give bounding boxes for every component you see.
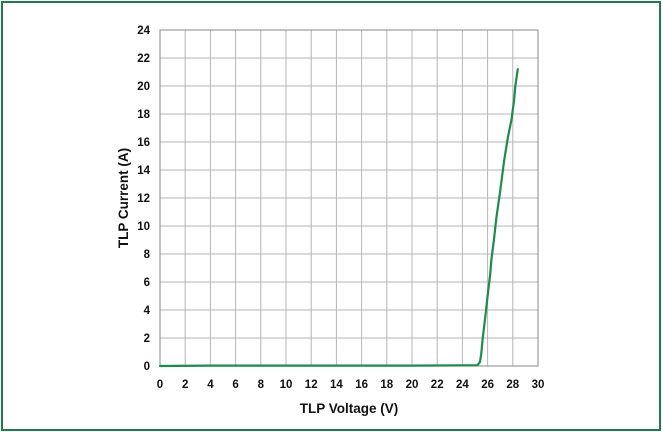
y-tick-label: 2 <box>144 333 150 345</box>
y-tick-label: 22 <box>137 53 150 65</box>
y-tick-label: 0 <box>144 361 150 373</box>
x-tick-label: 10 <box>280 379 293 391</box>
y-tick-label: 14 <box>137 165 150 177</box>
x-axis-ticks: 0 2 4 6 8 10 12 14 16 18 20 22 24 26 28 30 <box>157 379 545 391</box>
x-axis-title: TLP Voltage (V) <box>300 401 399 416</box>
x-tick-label: 18 <box>380 379 393 391</box>
x-tick-label: 14 <box>330 379 343 391</box>
x-tick-label: 4 <box>207 379 214 391</box>
x-tick-label: 20 <box>406 379 419 391</box>
x-tick-label: 0 <box>157 379 163 391</box>
x-tick-label: 8 <box>258 379 265 391</box>
y-tick-label: 12 <box>137 193 150 205</box>
x-tick-label: 16 <box>355 379 368 391</box>
x-tick-label: 6 <box>232 379 238 391</box>
x-tick-label: 28 <box>506 379 519 391</box>
series-group <box>158 68 519 368</box>
y-axis-title: TLP Current (A) <box>116 148 131 248</box>
y-tick-label: 6 <box>144 277 150 289</box>
x-tick-label: 22 <box>431 379 444 391</box>
x-tick-label: 12 <box>305 379 318 391</box>
y-tick-label: 20 <box>137 81 150 93</box>
x-tick-label: 2 <box>182 379 188 391</box>
x-tick-label: 30 <box>532 379 545 391</box>
y-tick-label: 16 <box>137 137 150 149</box>
series-line-0 <box>158 68 519 368</box>
x-tick-label: 24 <box>456 379 469 391</box>
grid <box>159 29 539 367</box>
y-tick-label: 10 <box>137 221 150 233</box>
y-tick-label: 18 <box>137 109 150 121</box>
x-tick-label: 26 <box>481 379 494 391</box>
y-tick-label: 24 <box>137 25 150 37</box>
y-tick-label: 8 <box>144 249 151 261</box>
y-tick-label: 4 <box>144 305 151 317</box>
